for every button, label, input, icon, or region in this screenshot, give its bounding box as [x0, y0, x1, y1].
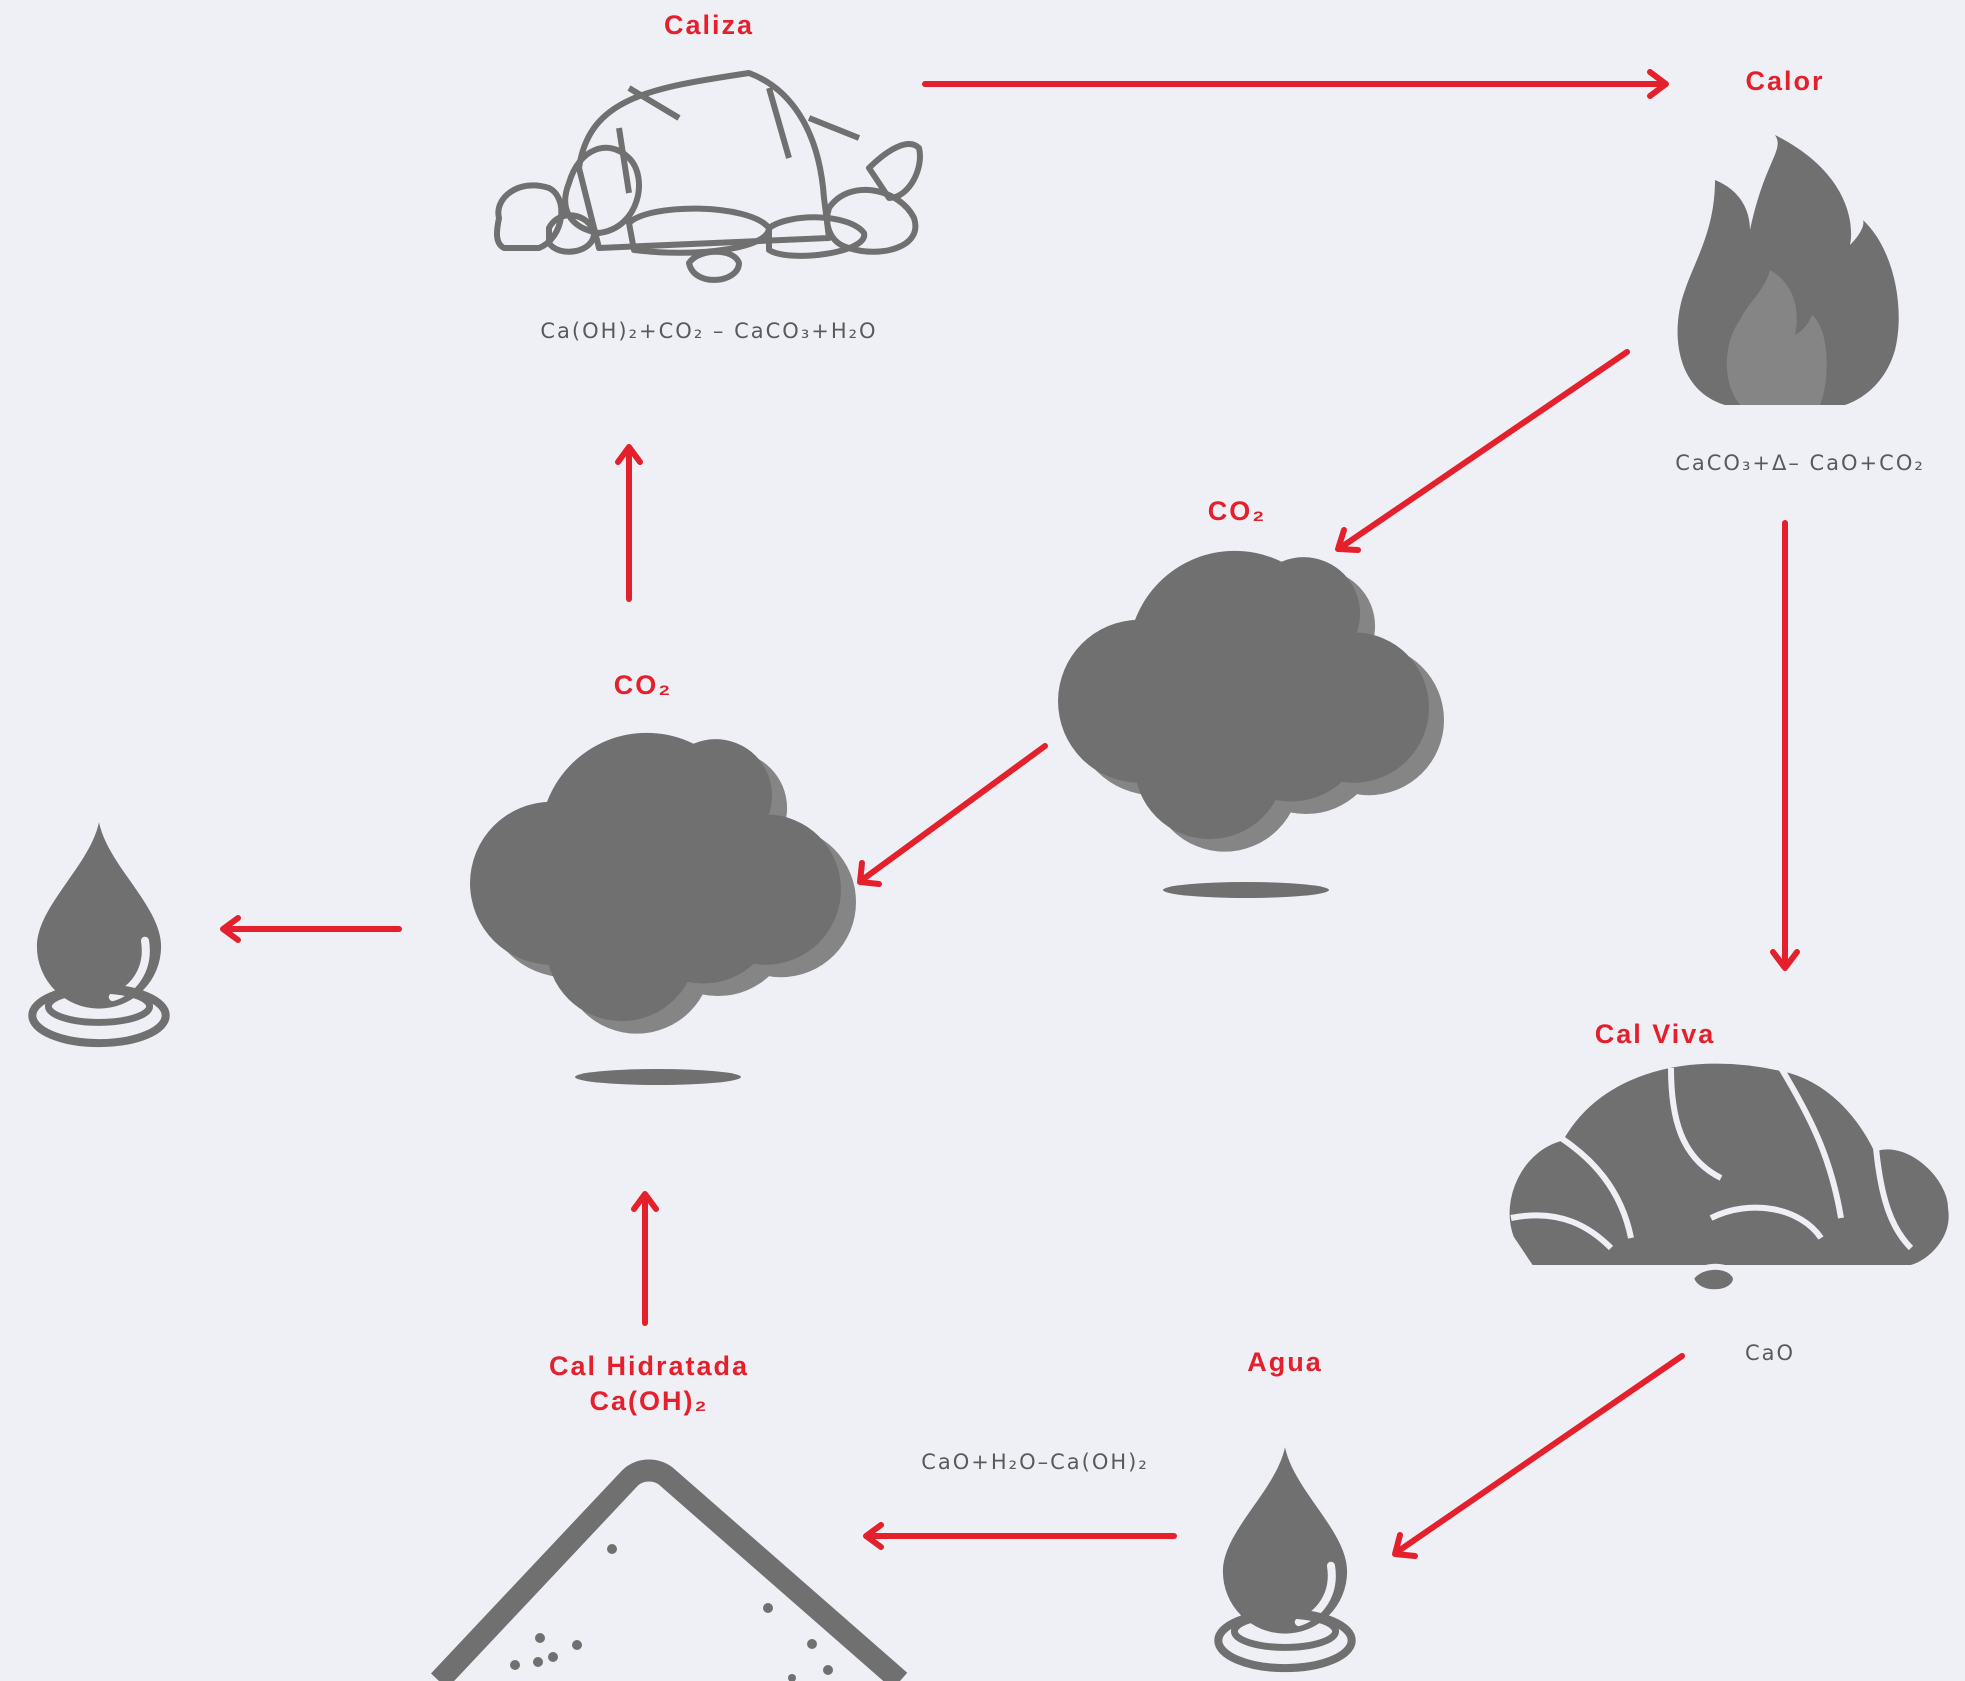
- node-label: Agua: [1247, 1347, 1323, 1377]
- node-label: Calor: [1745, 66, 1824, 96]
- node-label: CO₂: [1208, 496, 1267, 526]
- node-formula: Ca(OH)₂+CO₂ – CaCO₃+H₂O: [540, 319, 877, 343]
- node-formula: CaCO₃+Δ– CaO+CO₂: [1675, 451, 1925, 475]
- node-label: CO₂: [614, 670, 673, 700]
- arrow-label: CaO+H₂O–Ca(OH)₂: [921, 1450, 1149, 1474]
- quicklime-icon: [1507, 1061, 1952, 1293]
- limestone-icon: [497, 73, 920, 280]
- page: Ciclo de la cal {"nodes": [ {"label": "C…: [0, 0, 1965, 1681]
- cloud-icon: [470, 733, 856, 1034]
- node-formula: CaO: [1745, 1341, 1795, 1365]
- body: Caliza Ca(OH)₂+CO₂ – CaCO₃+H₂O Calor CaC…: [0, 0, 1965, 1681]
- cloud-shadow: [1163, 882, 1329, 898]
- arrow: [1340, 352, 1627, 548]
- arrow: [862, 746, 1045, 880]
- node-label: Cal Viva: [1595, 1019, 1716, 1049]
- drop-icon: [32, 822, 165, 1043]
- node-sublabel: Ca(OH)₂: [590, 1386, 709, 1416]
- arrows: [223, 72, 1797, 1556]
- arrow: [1397, 1356, 1682, 1552]
- node-label: Caliza: [664, 10, 754, 40]
- flame-icon: [1678, 135, 1899, 405]
- hydrated-lime-icon: [439, 1471, 900, 1681]
- diagram: Caliza Ca(OH)₂+CO₂ – CaCO₃+H₂O Calor CaC…: [0, 0, 1965, 1681]
- cloud-icon: [1058, 551, 1444, 852]
- drop-icon: [1218, 1447, 1351, 1668]
- node-label: Cal Hidratada: [549, 1351, 749, 1381]
- cloud-shadow: [575, 1069, 741, 1085]
